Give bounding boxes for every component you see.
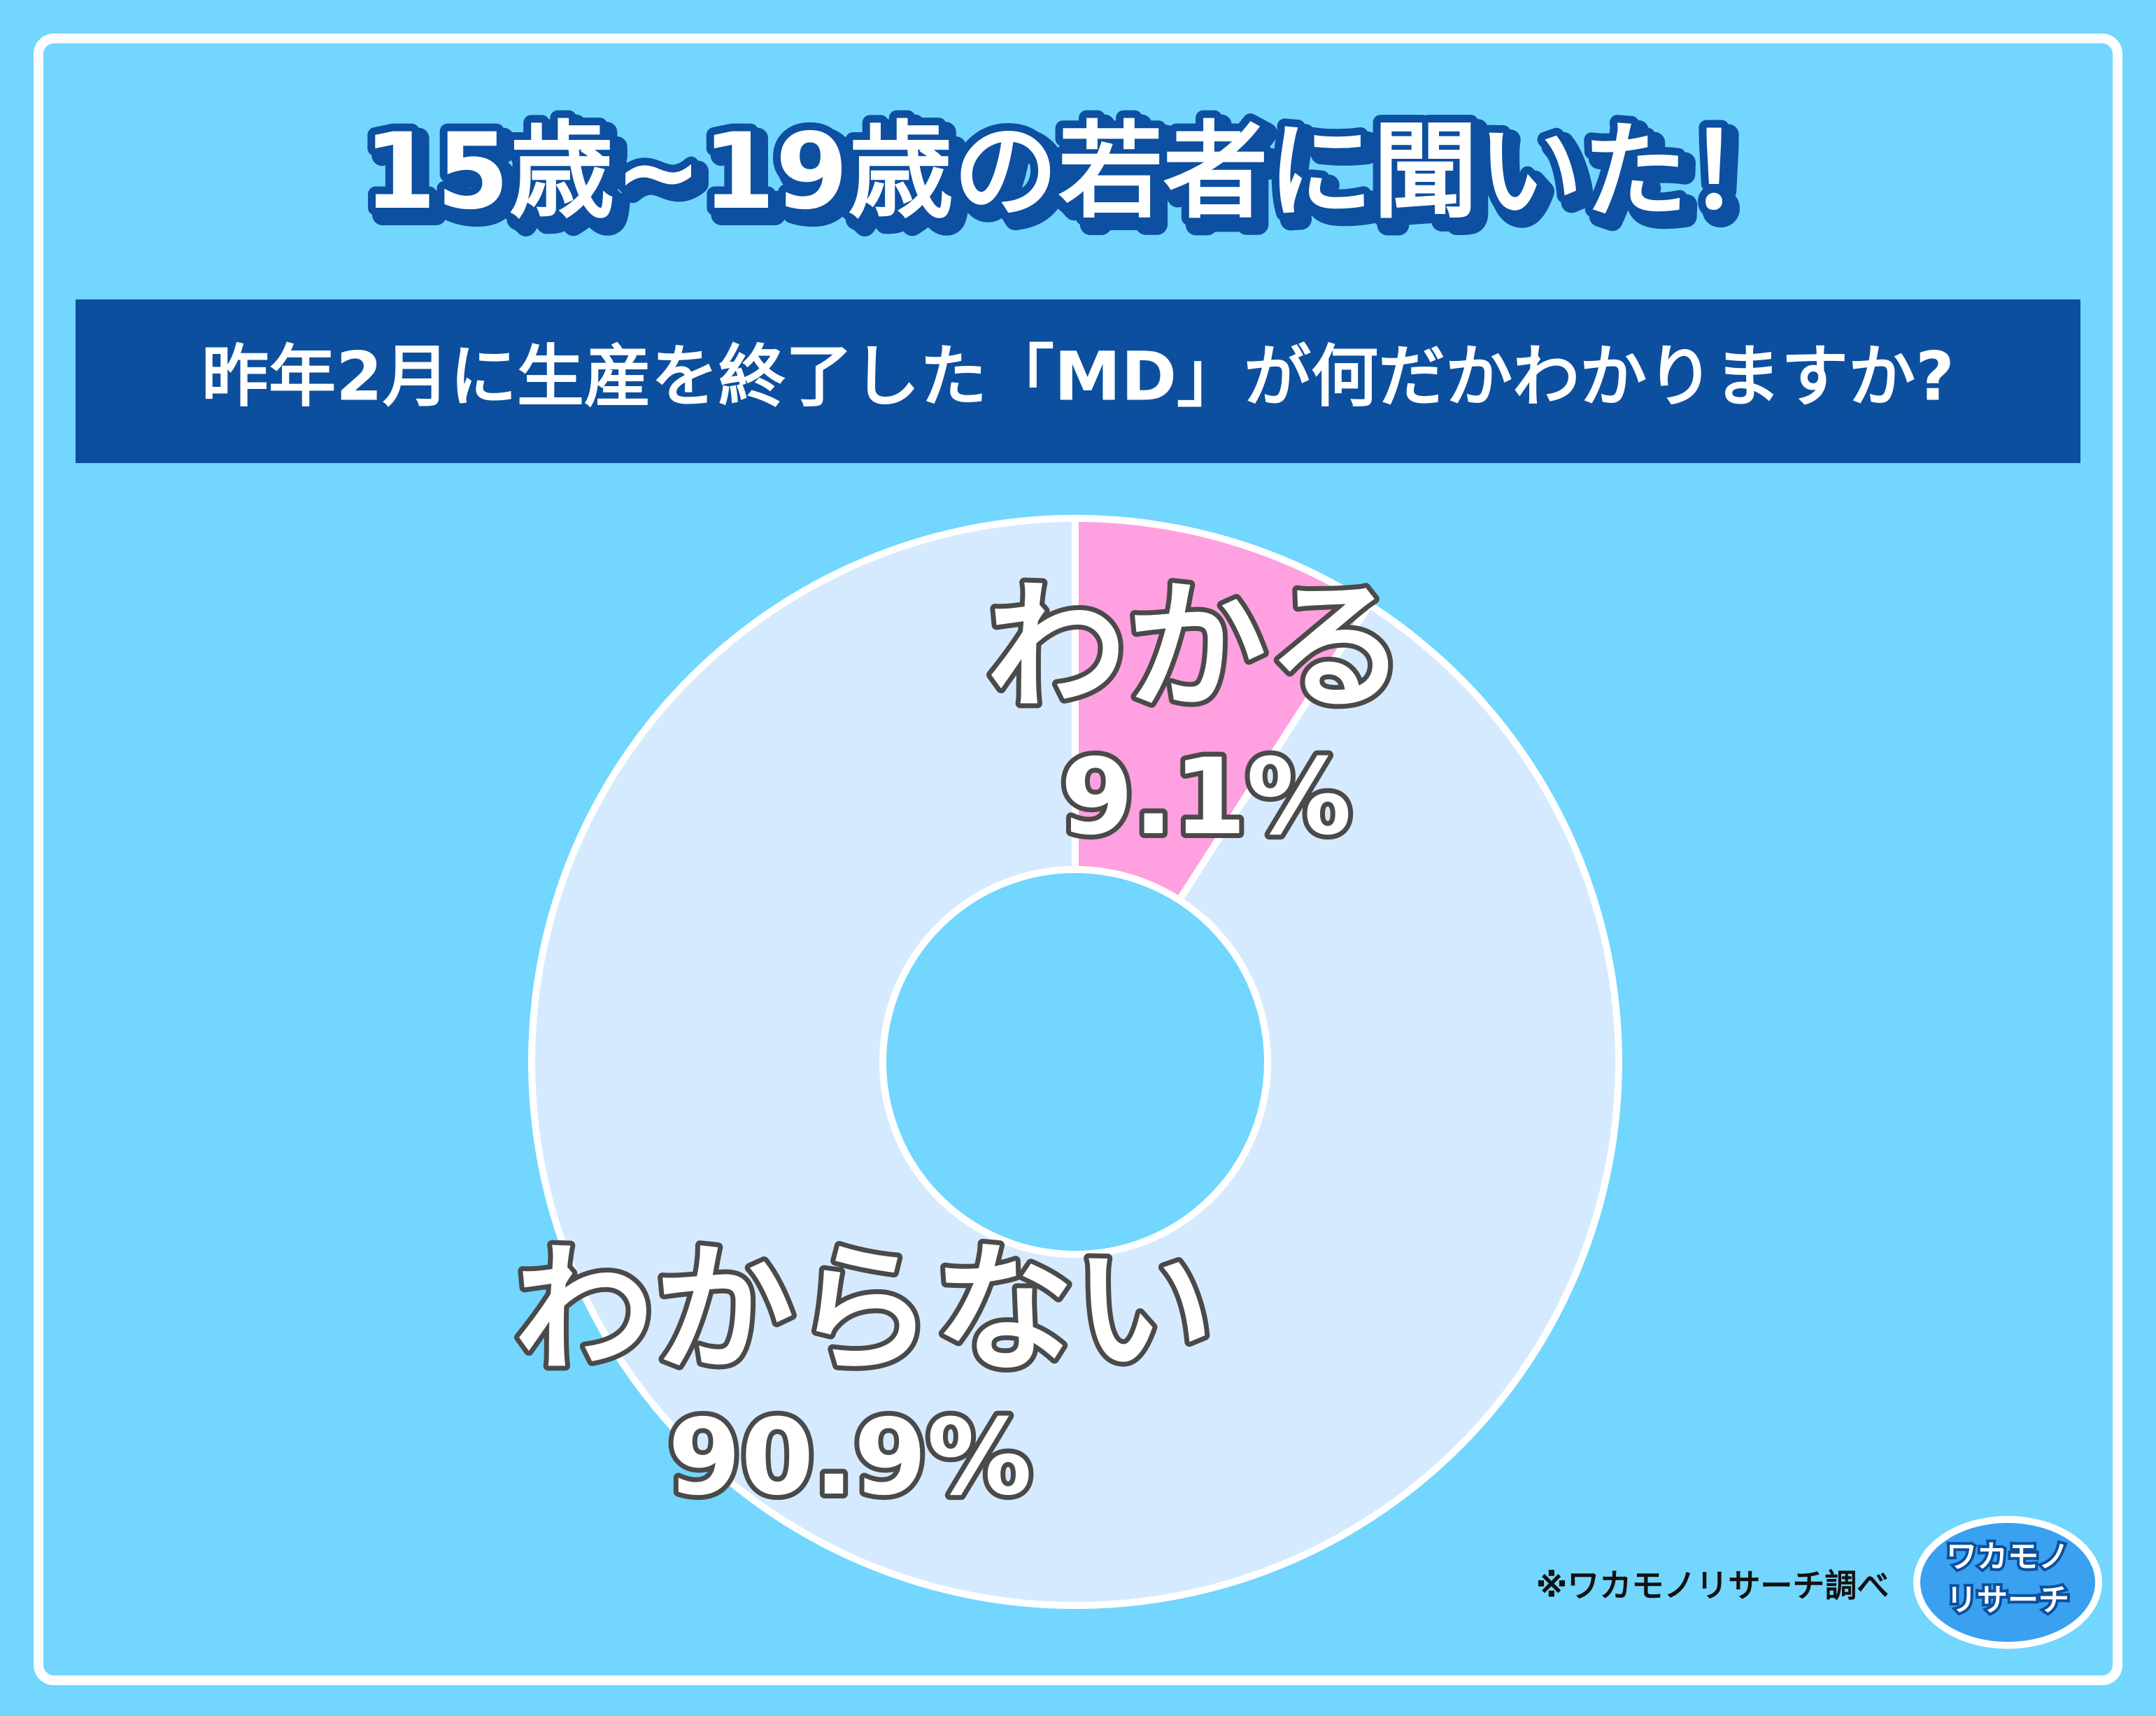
value-label: 9.1% xyxy=(1061,737,1352,858)
logo-text: ワカモノ xyxy=(1946,1539,2069,1575)
chart-subtitle: 昨年2月に生産を終了した「MD」が何だかわかりますか? xyxy=(201,337,1955,416)
value-label: 90.9% xyxy=(668,1397,1032,1519)
title-shadow: 15歳~19歳の若者に聞いた！ xyxy=(370,118,1799,240)
logo-badge xyxy=(1913,1516,2102,1649)
logo: ワカモノ リサーチ xyxy=(1913,1516,2102,1649)
logo-text: リサーチ xyxy=(1946,1582,2069,1618)
slice-label: わかる xyxy=(986,567,1406,730)
slice-label: わからない xyxy=(514,1229,1214,1392)
subtitle-banner xyxy=(76,299,2080,463)
chart-title: 15歳~19歳の若者に聞いた！ xyxy=(363,111,1792,233)
source-note: ※ワカモノリサーチ調べ xyxy=(1536,1567,1889,1605)
donut-hole xyxy=(879,866,1271,1258)
